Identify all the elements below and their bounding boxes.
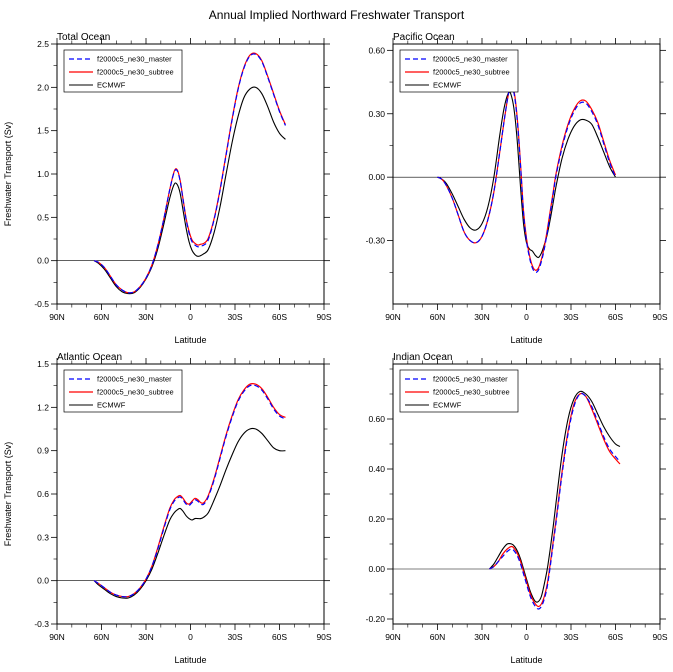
svg-text:90S: 90S [652, 632, 667, 642]
chart-atlantic-ocean: Atlantic Ocean 90N 60N 30N 0 30S 60S 90S -0.3 0.0… [0, 350, 336, 670]
svg-text:-0.3: -0.3 [34, 619, 49, 629]
svg-text:-0.5: -0.5 [34, 299, 49, 309]
svg-text:0: 0 [188, 632, 193, 642]
svg-text:f2000c5_ne30_master: f2000c5_ne30_master [97, 55, 172, 64]
svg-text:60N: 60N [430, 312, 446, 322]
svg-text:30S: 30S [563, 632, 578, 642]
svg-text:f2000c5_ne30_subtree: f2000c5_ne30_subtree [97, 388, 174, 397]
svg-text:60N: 60N [430, 632, 446, 642]
svg-text:60S: 60S [272, 312, 287, 322]
chart-total-ocean: Total Ocean 90N 60N 30N 0 30S 60S 90S -0.5 0.0 0.5… [0, 30, 336, 350]
chart-indian-ocean: Indian Ocean 90N 60N 30N 0 30S 60S 90S -0.20 0.00… [336, 350, 673, 670]
svg-text:0.00: 0.00 [368, 564, 385, 574]
svg-text:0: 0 [524, 312, 529, 322]
svg-text:0.9: 0.9 [37, 446, 49, 456]
chart-svg: Atlantic Ocean 90N 60N 30N 0 30S 60S 90S -0.3 0.0… [3, 352, 332, 665]
svg-text:f2000c5_ne30_master: f2000c5_ne30_master [97, 375, 172, 384]
svg-text:f2000c5_ne30_subtree: f2000c5_ne30_subtree [97, 68, 174, 77]
chart-svg: Pacific Ocean 90N 60N 30N 0 30S 60S 90S -0.30 0.0… [366, 32, 668, 345]
svg-text:0.0: 0.0 [37, 576, 49, 586]
svg-text:0: 0 [188, 312, 193, 322]
svg-text:ECMWF: ECMWF [97, 401, 126, 410]
svg-text:30N: 30N [474, 312, 490, 322]
svg-text:Freshwater Transport (Sv): Freshwater Transport (Sv) [3, 122, 13, 227]
svg-text:ECMWF: ECMWF [433, 81, 462, 90]
svg-text:90S: 90S [316, 632, 331, 642]
svg-text:Atlantic Ocean: Atlantic Ocean [57, 352, 122, 363]
svg-text:2.5: 2.5 [37, 39, 49, 49]
svg-text:0.60: 0.60 [368, 45, 385, 55]
svg-text:90N: 90N [385, 312, 401, 322]
svg-text:30N: 30N [138, 312, 154, 322]
chart-svg: Total Ocean 90N 60N 30N 0 30S 60S 90S -0.5 0.0 0.5… [3, 32, 332, 345]
svg-text:0.60: 0.60 [368, 414, 385, 424]
svg-text:90N: 90N [385, 632, 401, 642]
figure-title: Annual Implied Northward Freshwater Tran… [208, 8, 465, 22]
svg-text:1.2: 1.2 [37, 402, 49, 412]
svg-text:Latitude: Latitude [174, 335, 206, 345]
chart-svg: Indian Ocean 90N 60N 30N 0 30S 60S 90S -0.20 0.00… [366, 352, 668, 665]
svg-text:f2000c5_ne30_master: f2000c5_ne30_master [433, 375, 508, 384]
svg-text:30S: 30S [563, 312, 578, 322]
svg-text:60S: 60S [608, 632, 623, 642]
svg-text:ECMWF: ECMWF [433, 401, 462, 410]
chart-pacific-ocean: Pacific Ocean 90N 60N 30N 0 30S 60S 90S -0.30 0.0… [336, 30, 673, 350]
svg-text:-0.30: -0.30 [366, 236, 386, 246]
svg-text:0.0: 0.0 [37, 256, 49, 266]
svg-text:2.0: 2.0 [37, 82, 49, 92]
svg-text:Pacific Ocean: Pacific Ocean [393, 32, 455, 43]
svg-text:0.3: 0.3 [37, 532, 49, 542]
svg-text:90N: 90N [49, 632, 65, 642]
svg-text:90S: 90S [316, 312, 331, 322]
svg-text:0.00: 0.00 [368, 172, 385, 182]
svg-text:0.6: 0.6 [37, 489, 49, 499]
svg-text:Indian Ocean: Indian Ocean [393, 352, 453, 363]
svg-text:Latitude: Latitude [510, 655, 542, 665]
svg-text:1.5: 1.5 [37, 126, 49, 136]
svg-text:f2000c5_ne30_master: f2000c5_ne30_master [433, 55, 508, 64]
svg-text:1.0: 1.0 [37, 169, 49, 179]
svg-text:f2000c5_ne30_subtree: f2000c5_ne30_subtree [433, 68, 510, 77]
svg-text:Freshwater Transport (Sv): Freshwater Transport (Sv) [3, 442, 13, 547]
svg-text:60N: 60N [94, 312, 110, 322]
svg-text:0.40: 0.40 [368, 464, 385, 474]
svg-text:f2000c5_ne30_subtree: f2000c5_ne30_subtree [433, 388, 510, 397]
svg-text:30N: 30N [474, 632, 490, 642]
svg-text:Total Ocean: Total Ocean [57, 32, 110, 43]
svg-text:0.5: 0.5 [37, 212, 49, 222]
svg-text:0.20: 0.20 [368, 514, 385, 524]
svg-text:90N: 90N [49, 312, 65, 322]
svg-text:1.5: 1.5 [37, 359, 49, 369]
svg-text:60S: 60S [608, 312, 623, 322]
svg-text:Latitude: Latitude [174, 655, 206, 665]
svg-text:30S: 30S [227, 312, 242, 322]
svg-text:-0.20: -0.20 [366, 614, 386, 624]
svg-text:Latitude: Latitude [510, 335, 542, 345]
svg-text:60S: 60S [272, 632, 287, 642]
svg-text:30N: 30N [138, 632, 154, 642]
svg-text:0.30: 0.30 [368, 109, 385, 119]
svg-text:90S: 90S [652, 312, 667, 322]
svg-text:60N: 60N [94, 632, 110, 642]
svg-text:30S: 30S [227, 632, 242, 642]
svg-text:0: 0 [524, 632, 529, 642]
chart-grid: Total Ocean 90N 60N 30N 0 30S 60S 90S -0.5 0.0 0.5… [0, 30, 673, 670]
svg-text:ECMWF: ECMWF [97, 81, 126, 90]
